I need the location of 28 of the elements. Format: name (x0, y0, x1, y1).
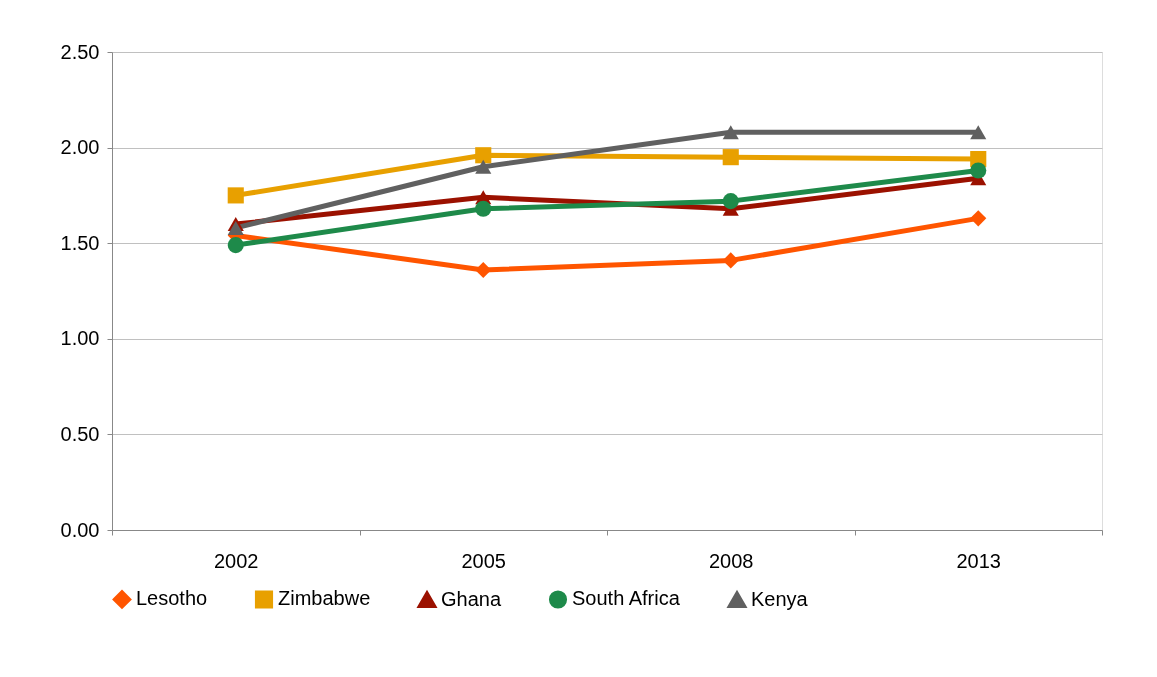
point (970, 162, 987, 179)
point (475, 261, 492, 279)
legend-label: Lesotho (136, 587, 208, 610)
legend-label: Zimbabwe (278, 587, 371, 610)
point (227, 237, 244, 254)
x-tick-label: 2005 (461, 549, 506, 572)
point (475, 159, 492, 174)
point (722, 193, 739, 210)
y-tick-label: 0.50 (60, 422, 100, 445)
point (475, 147, 492, 164)
legend-label: South Africa (572, 587, 681, 610)
legend-label: Ghana (441, 587, 502, 610)
y-tick-label: 2.00 (60, 136, 100, 159)
point (475, 200, 492, 217)
y-tick-label: 0.00 (60, 518, 100, 541)
y-tick-label: 2.50 (60, 40, 100, 63)
point (970, 210, 987, 227)
x-tick-label: 2008 (709, 549, 754, 572)
x-tick-label: 2002 (214, 549, 259, 572)
point (722, 125, 739, 140)
y-tick-label: 1.50 (60, 231, 100, 254)
point (970, 125, 987, 140)
point (227, 187, 244, 204)
point (722, 252, 739, 269)
y-tick-label: 1.00 (60, 327, 100, 350)
legend-label: Kenya (751, 587, 809, 610)
point (722, 149, 739, 166)
x-tick-label: 2013 (956, 549, 1001, 572)
